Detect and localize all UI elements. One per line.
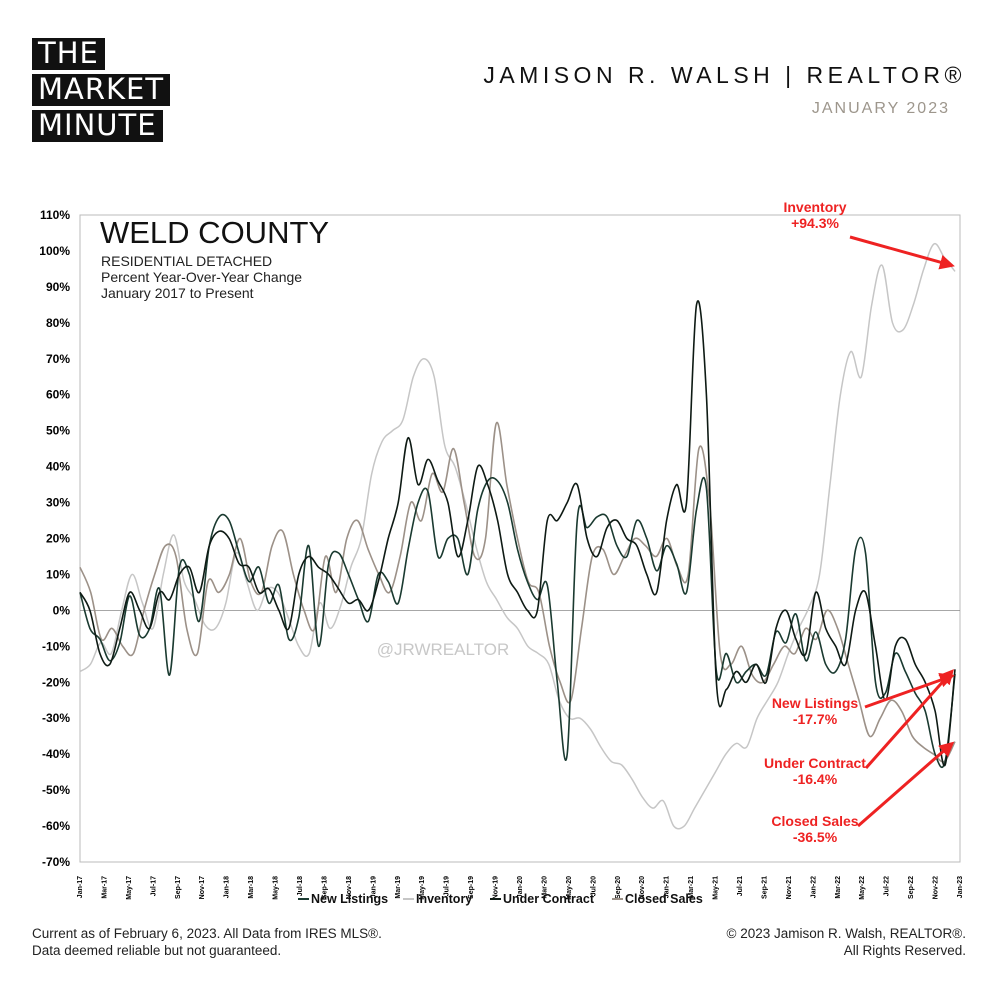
legend-label-new-listings: New Listings [311, 892, 388, 906]
x-tick-label: Nov-20 [639, 876, 646, 899]
x-tick-label: Nov-22 [933, 876, 940, 899]
x-tick-label: Jan-18 [224, 876, 231, 898]
x-tick-label: May-19 [419, 876, 426, 900]
annotation-inventory: Inventory [783, 199, 846, 215]
legend-label-closed-sales: Closed Sales [625, 892, 703, 906]
x-tick-label: Mar-21 [688, 876, 695, 899]
x-tick-label: Jan-17 [77, 876, 84, 898]
chart-subtitle: RESIDENTIAL DETACHED [101, 253, 272, 269]
x-tick-label: Jan-23 [957, 876, 964, 898]
series-line-closed-sales [79, 421, 956, 763]
x-tick-label: Sep-21 [761, 876, 768, 899]
x-tick-label: Sep-20 [615, 876, 622, 899]
x-tick-label: Sep-22 [908, 876, 915, 899]
x-tick-label: Mar-18 [248, 876, 255, 899]
y-tick-label: -20% [42, 675, 70, 689]
y-tick-label: 90% [46, 280, 70, 294]
y-tick-label: 0% [53, 603, 71, 617]
x-tick-label: Jul-19 [444, 876, 451, 896]
y-tick-label: 30% [46, 496, 70, 510]
y-tick-label: 20% [46, 532, 70, 546]
x-tick-label: Jul-21 [737, 876, 744, 896]
x-tick-label: Jan-20 [517, 876, 524, 898]
y-tick-label: 50% [46, 424, 70, 438]
x-tick-label: May-20 [566, 876, 573, 900]
x-tick-label: May-21 [713, 876, 720, 900]
watermark-text: @JRWREALTOR [377, 640, 510, 659]
report-date: JANUARY 2023 [811, 100, 950, 117]
x-tick-label: Jan-19 [370, 876, 377, 898]
footer-copyright: © 2023 Jamison R. Walsh, REALTOR®. All R… [727, 925, 966, 959]
logo-word-market: MARKET [32, 74, 171, 106]
series-line-inventory [79, 242, 956, 830]
annotation-inventory: +94.3% [791, 215, 839, 231]
x-tick-label: May-17 [126, 876, 133, 900]
x-tick-label: Jul-22 [884, 876, 891, 896]
y-tick-label: -10% [42, 639, 70, 653]
x-tick-label: Sep-17 [175, 876, 182, 899]
x-tick-label: Mar-20 [541, 876, 548, 899]
annotation-under-contract: Under Contract [764, 755, 866, 771]
y-tick-label: -40% [42, 747, 70, 761]
footer-reliability: Data deemed reliable but not guaranteed. [32, 943, 282, 958]
x-tick-label: Jul-20 [590, 876, 597, 896]
x-tick-label: Nov-17 [199, 876, 206, 899]
annotation-closed-sales: -36.5% [793, 829, 838, 845]
y-tick-label: 70% [46, 352, 70, 366]
x-tick-label: May-22 [859, 876, 866, 900]
annotation-closed-sales: Closed Sales [771, 813, 858, 829]
y-tick-label: -50% [42, 783, 70, 797]
y-tick-label: 80% [46, 316, 70, 330]
chart-subtitle: Percent Year-Over-Year Change [101, 269, 302, 285]
x-tick-label: Jan-22 [810, 876, 817, 898]
logo: THE MARKET MINUTE [32, 38, 171, 146]
footer-copyright-line: © 2023 Jamison R. Walsh, REALTOR®. [726, 926, 966, 941]
y-tick-label: 110% [40, 208, 70, 222]
y-tick-label: -60% [42, 819, 70, 833]
logo-word-minute: MINUTE [32, 110, 163, 142]
x-tick-label: Jul-17 [150, 876, 157, 896]
x-tick-label: Mar-17 [101, 876, 108, 899]
chart-title: WELD COUNTY [100, 215, 329, 250]
logo-word-the: THE [32, 38, 105, 70]
y-tick-label: 40% [46, 460, 70, 474]
footer-disclaimer: Current as of February 6, 2023. All Data… [32, 925, 382, 959]
series-line-new-listings [79, 477, 956, 768]
plot-frame [79, 214, 961, 863]
x-tick-label: Nov-21 [786, 876, 793, 899]
y-tick-label: -70% [42, 855, 70, 869]
annotation-under-contract: -16.4% [793, 771, 838, 787]
annotation-arrow-under-contract [864, 669, 954, 769]
x-tick-label: Sep-18 [321, 876, 328, 899]
annotation-new-listings: New Listings [772, 695, 859, 711]
legend-label-under-contract: Under Contract [503, 892, 595, 906]
x-tick-label: Mar-22 [835, 876, 842, 899]
x-tick-label: Mar-19 [395, 876, 402, 899]
series-line-under-contract [79, 300, 956, 767]
x-tick-label: Nov-19 [493, 876, 500, 899]
y-tick-label: 100% [39, 244, 70, 258]
brand-title: JAMISON R. WALSH | REALTOR® [483, 62, 966, 88]
x-tick-label: Nov-18 [346, 876, 353, 899]
footer-rights-line: All Rights Reserved. [843, 943, 966, 958]
y-tick-label: 60% [46, 388, 70, 402]
x-tick-label: Jan-21 [664, 876, 671, 898]
y-tick-label: 10% [46, 567, 70, 581]
chart-subtitle: January 2017 to Present [101, 285, 254, 301]
footer-source: Current as of February 6, 2023. All Data… [32, 926, 382, 941]
annotation-new-listings: -17.7% [793, 711, 838, 727]
x-tick-label: Jul-18 [297, 876, 304, 896]
annotation-arrow-closed-sales [857, 741, 955, 828]
x-tick-label: Sep-19 [468, 876, 475, 899]
annotation-arrow-new-listings [864, 672, 955, 709]
legend-label-inventory: Inventory [416, 892, 472, 906]
x-tick-label: May-18 [273, 876, 280, 900]
annotation-arrow-inventory [849, 235, 955, 270]
y-tick-label: -30% [42, 711, 70, 725]
